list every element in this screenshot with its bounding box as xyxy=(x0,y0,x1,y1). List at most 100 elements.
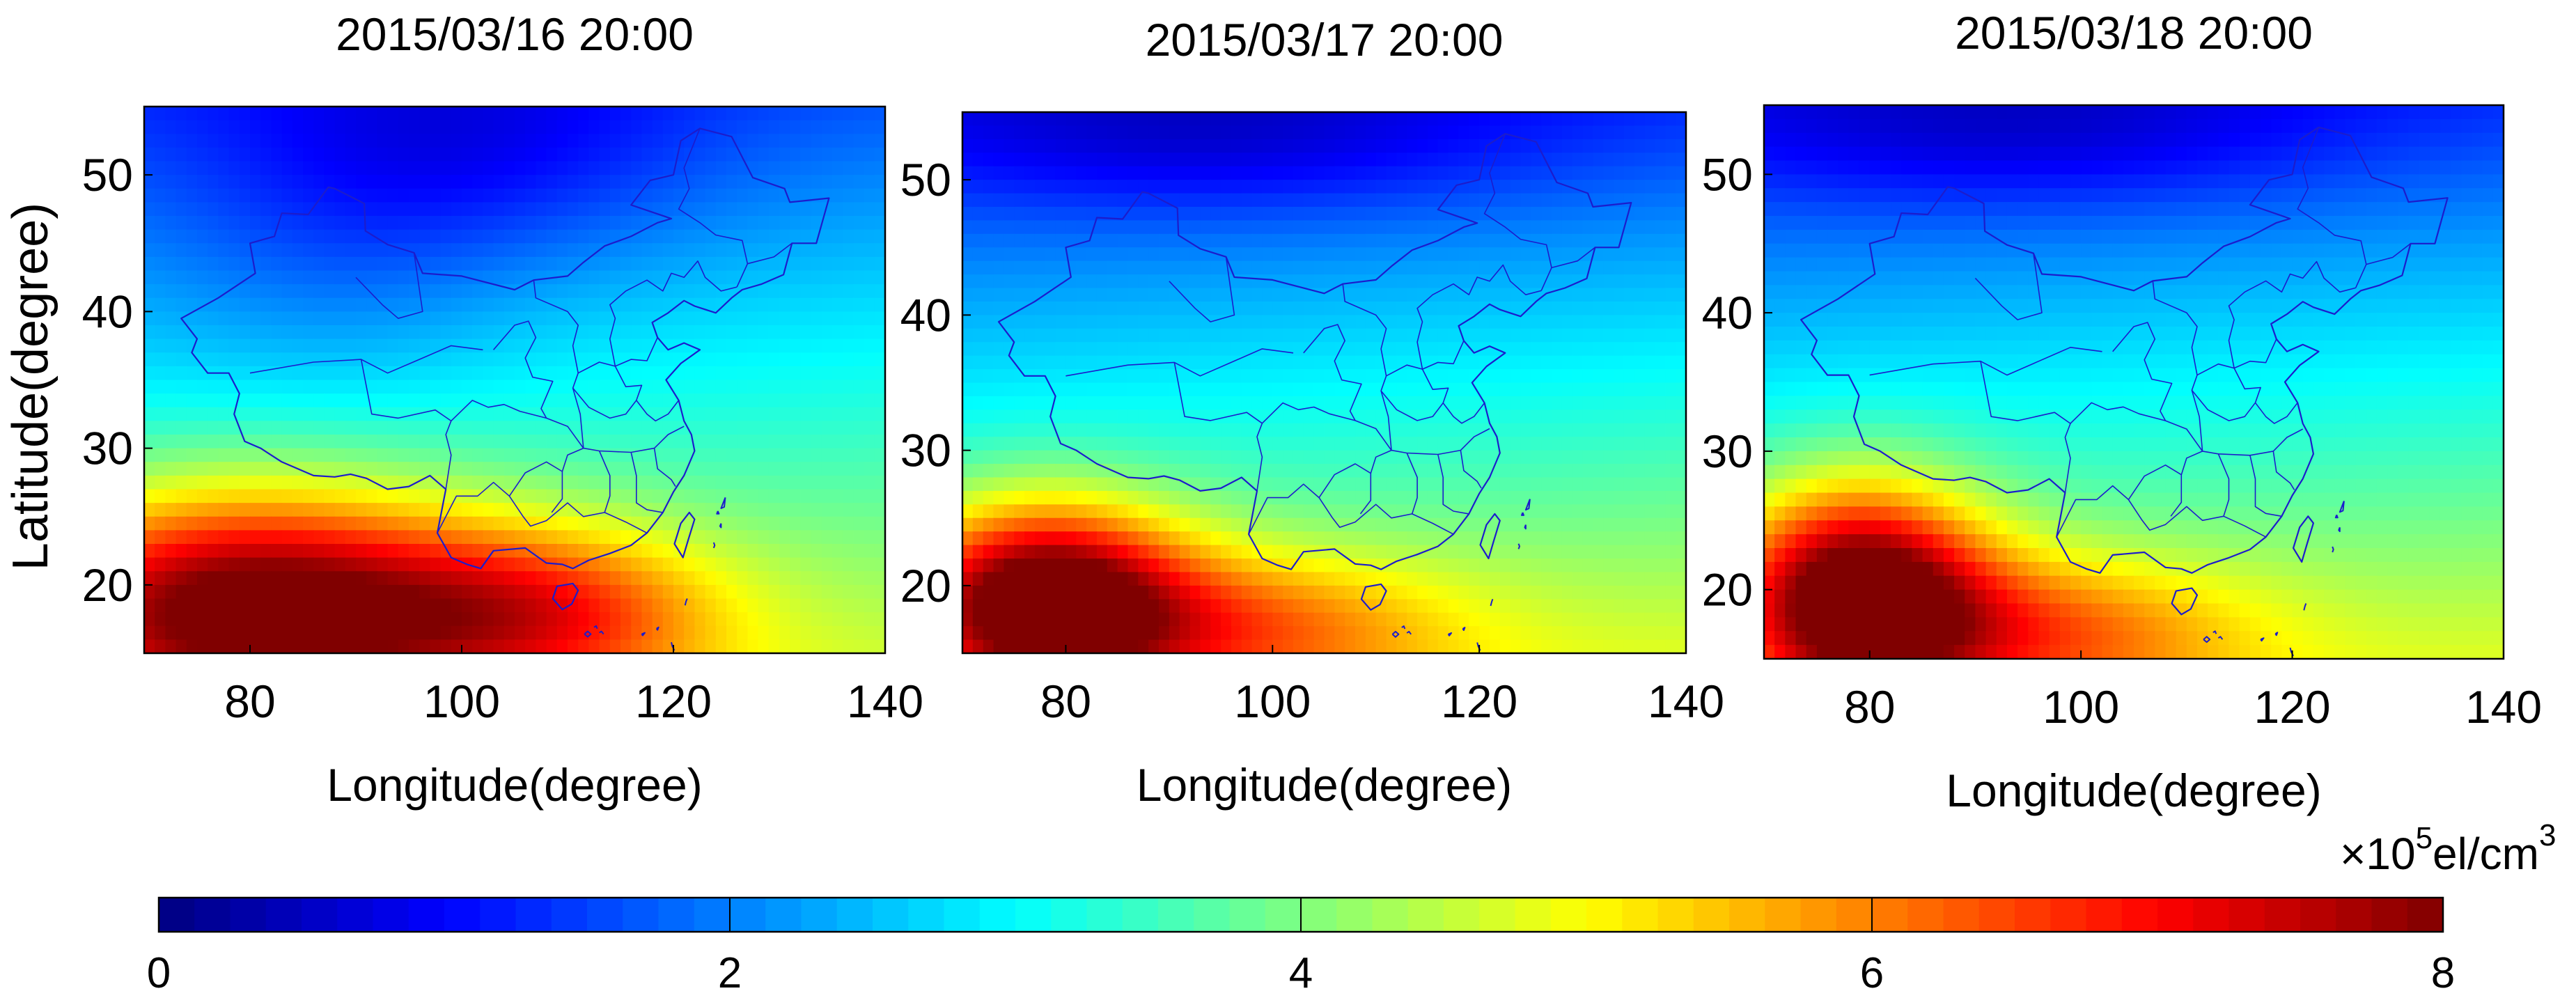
heatmap-cell xyxy=(1417,301,1428,316)
heatmap-cell xyxy=(578,462,590,476)
heatmap-cell xyxy=(832,297,843,313)
heatmap-cell xyxy=(271,407,283,422)
heatmap-cell xyxy=(260,421,272,435)
heatmap-cell xyxy=(1004,437,1015,451)
heatmap-cell xyxy=(800,639,812,653)
heatmap-cell xyxy=(843,366,854,381)
heatmap-cell xyxy=(864,311,875,326)
heatmap-cell xyxy=(609,270,621,285)
heatmap-cell xyxy=(155,421,166,435)
heatmap-cell xyxy=(250,407,261,422)
heatmap-cell xyxy=(260,325,272,340)
heatmap-cell xyxy=(715,530,727,545)
heatmap-cell xyxy=(715,325,727,340)
heatmap-cell xyxy=(292,598,304,613)
heatmap-cell xyxy=(303,407,314,422)
heatmap-cell xyxy=(271,284,283,299)
heatmap-cell xyxy=(1458,125,1470,140)
heatmap-cell xyxy=(779,284,790,299)
heatmap-cell xyxy=(1272,301,1283,316)
heatmap-cell xyxy=(1479,423,1490,438)
heatmap-cell xyxy=(864,107,875,121)
heatmap-cell xyxy=(1293,260,1304,275)
heatmap-cell xyxy=(419,338,431,354)
heatmap-cell xyxy=(1510,193,1522,208)
heatmap-cell xyxy=(684,571,696,586)
heatmap-cell xyxy=(1531,342,1542,357)
heatmap-cell xyxy=(536,120,547,135)
heatmap-cell xyxy=(609,448,621,463)
heatmap-cell xyxy=(620,448,632,463)
heatmap-cell xyxy=(556,270,568,285)
heatmap-cell xyxy=(1169,437,1180,451)
heatmap-cell xyxy=(228,256,240,272)
heatmap-cell xyxy=(1386,125,1398,140)
heatmap-cell xyxy=(588,270,600,285)
heatmap-cell xyxy=(853,147,865,162)
heatmap-cell xyxy=(260,407,272,422)
heatmap-cell xyxy=(1665,260,1676,275)
heatmap-cell xyxy=(1365,153,1377,167)
heatmap-cell xyxy=(366,544,378,559)
heatmap-cell xyxy=(1489,180,1501,194)
heatmap-cell xyxy=(1283,139,1294,154)
heatmap-cell xyxy=(832,393,843,408)
heatmap-cell xyxy=(281,503,293,517)
heatmap-cell xyxy=(292,284,304,299)
heatmap-cell xyxy=(800,188,812,203)
heatmap-cell xyxy=(324,161,336,175)
heatmap-cell xyxy=(1396,206,1408,221)
heatmap-cell xyxy=(504,475,515,490)
heatmap-cell xyxy=(864,202,875,217)
heatmap-cell xyxy=(1531,409,1542,424)
heatmap-cell xyxy=(843,448,854,463)
heatmap-cell xyxy=(1231,464,1242,478)
heatmap-cell xyxy=(1541,423,1552,438)
province-boundary xyxy=(360,359,452,422)
heatmap-cell xyxy=(556,393,568,408)
heatmap-cell xyxy=(493,134,505,148)
heatmap-cell xyxy=(662,175,674,189)
heatmap-cell xyxy=(430,338,442,354)
heatmap-cell xyxy=(1499,409,1511,424)
heatmap-cell xyxy=(1200,139,1212,154)
heatmap-cell xyxy=(588,297,600,313)
heatmap-cell xyxy=(260,516,272,531)
heatmap-cell xyxy=(409,544,420,559)
heatmap-cell xyxy=(853,256,865,272)
heatmap-cell xyxy=(536,516,547,531)
heatmap-cell xyxy=(747,188,759,203)
heatmap-cell xyxy=(1520,450,1532,465)
heatmap-cell xyxy=(398,448,409,463)
heatmap-cell xyxy=(1303,464,1315,478)
heatmap-cell xyxy=(440,516,452,531)
heatmap-cell xyxy=(175,612,187,627)
heatmap-cell xyxy=(578,297,590,313)
heatmap-cell xyxy=(377,571,389,586)
heatmap-cell xyxy=(1107,477,1118,492)
heatmap-cell xyxy=(609,639,621,653)
heatmap-cell xyxy=(1283,342,1294,357)
heatmap-cell xyxy=(1334,260,1345,275)
heatmap-cell xyxy=(620,421,632,435)
heatmap-cell xyxy=(1303,328,1315,343)
heatmap-cell xyxy=(1334,166,1345,180)
heatmap-cell xyxy=(1107,233,1118,249)
heatmap-cell xyxy=(303,448,314,463)
heatmap-cell xyxy=(684,612,696,627)
heatmap-cell xyxy=(800,161,812,175)
heatmap-cell xyxy=(737,571,749,586)
heatmap-cell xyxy=(1365,112,1377,127)
heatmap-cell xyxy=(768,584,780,600)
heatmap-cell xyxy=(652,256,664,272)
heatmap-cell xyxy=(1251,517,1263,532)
heatmap-cell xyxy=(1293,206,1304,221)
heatmap-cell xyxy=(568,530,579,545)
heatmap-cell xyxy=(1231,139,1242,154)
heatmap-cell xyxy=(811,270,822,285)
heatmap-cell xyxy=(874,557,885,572)
heatmap-cell xyxy=(218,338,230,354)
heatmap-cell xyxy=(568,216,579,231)
heatmap-cell xyxy=(1334,477,1345,492)
heatmap-cell xyxy=(962,423,974,438)
